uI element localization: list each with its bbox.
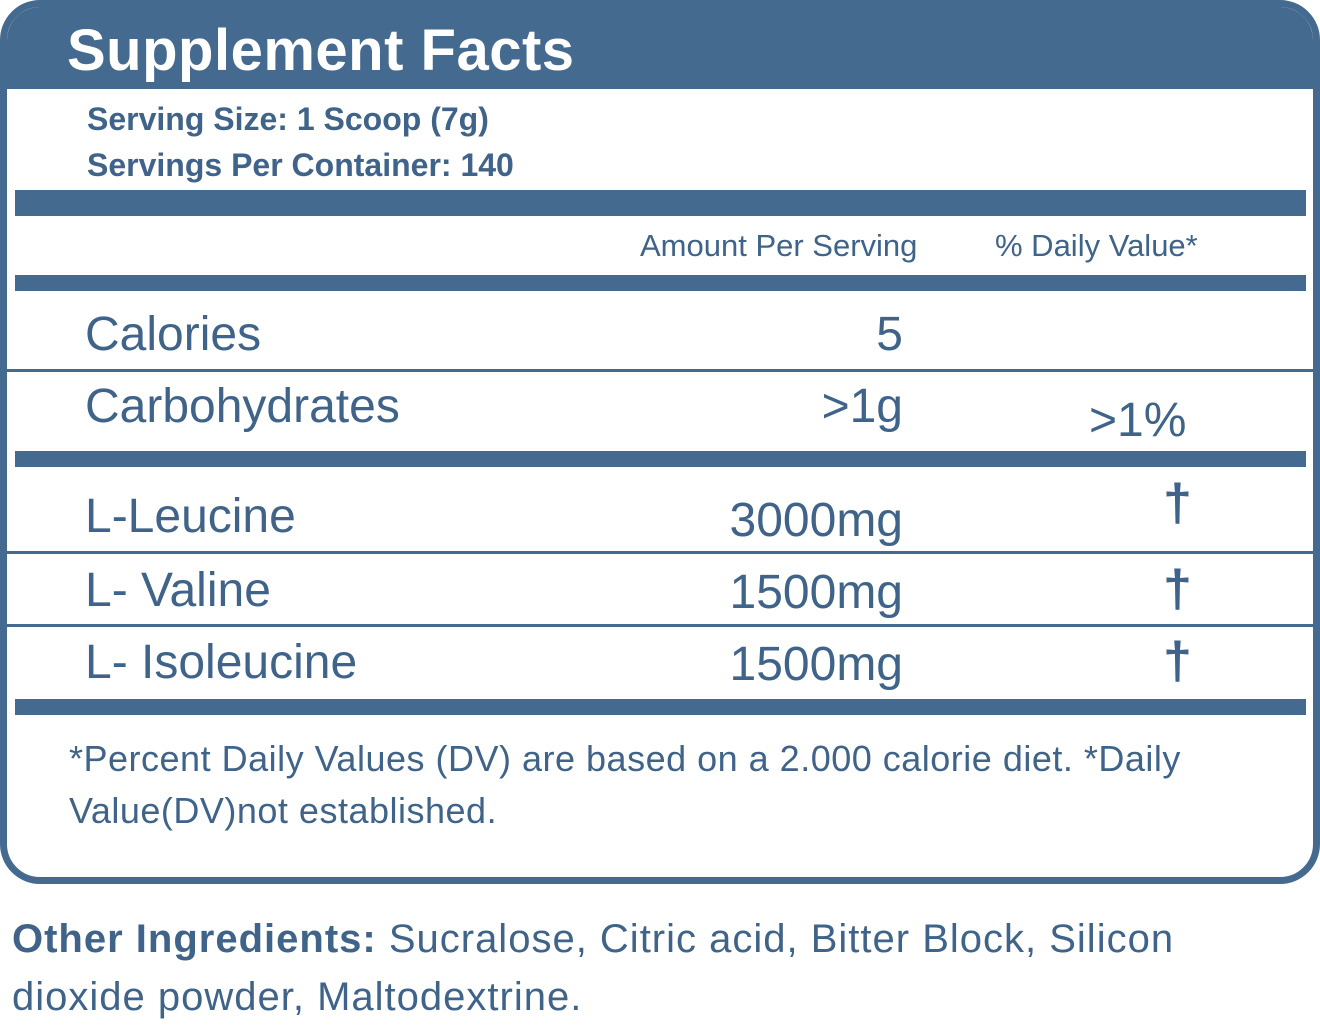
other-ingredients: Other Ingredients: Sucralose, Citric aci… bbox=[12, 910, 1312, 1026]
other-ingredients-heading: Other Ingredients: bbox=[12, 917, 377, 961]
divider-medium bbox=[15, 275, 1306, 291]
row-amount: 1500mg bbox=[729, 566, 903, 619]
row-divider bbox=[7, 369, 1313, 372]
row-label: L- Valine bbox=[85, 564, 271, 617]
header-amount: Amount Per Serving bbox=[640, 228, 918, 263]
not-established-dagger: † bbox=[1163, 560, 1192, 618]
row-amount: 1500mg bbox=[729, 638, 903, 691]
row-amount: 5 bbox=[876, 308, 903, 361]
header-daily-value: % Daily Value* bbox=[995, 228, 1198, 263]
row-amount: >1g bbox=[821, 380, 903, 433]
divider-medium bbox=[15, 699, 1306, 715]
row-daily-value: >1% bbox=[1089, 394, 1187, 447]
row-divider bbox=[7, 551, 1313, 554]
title-bar: Supplement Facts bbox=[7, 7, 1313, 89]
row-label: L-Leucine bbox=[85, 490, 296, 543]
row-label: Carbohydrates bbox=[85, 380, 400, 433]
footnote: *Percent Daily Values (DV) are based on … bbox=[69, 738, 1181, 831]
divider-medium bbox=[15, 451, 1306, 467]
servings-per-container: Servings Per Container: 140 bbox=[87, 147, 514, 183]
row-label: L- Isoleucine bbox=[85, 636, 358, 689]
other-ingredients-text: Sucralose, Citric acid, Bitter Block, Si… bbox=[12, 917, 1175, 1019]
divider-thick bbox=[15, 190, 1306, 216]
row-divider bbox=[7, 624, 1313, 627]
not-established-dagger: † bbox=[1163, 474, 1192, 532]
row-label: Calories bbox=[85, 308, 262, 361]
supplement-facts-panel: Supplement Facts Serving Size: 1 Scoop (… bbox=[0, 0, 1320, 884]
serving-size: Serving Size: 1 Scoop (7g) bbox=[87, 101, 489, 137]
panel-title: Supplement Facts bbox=[67, 18, 575, 83]
not-established-dagger: † bbox=[1163, 632, 1192, 690]
row-amount: 3000mg bbox=[729, 494, 903, 547]
